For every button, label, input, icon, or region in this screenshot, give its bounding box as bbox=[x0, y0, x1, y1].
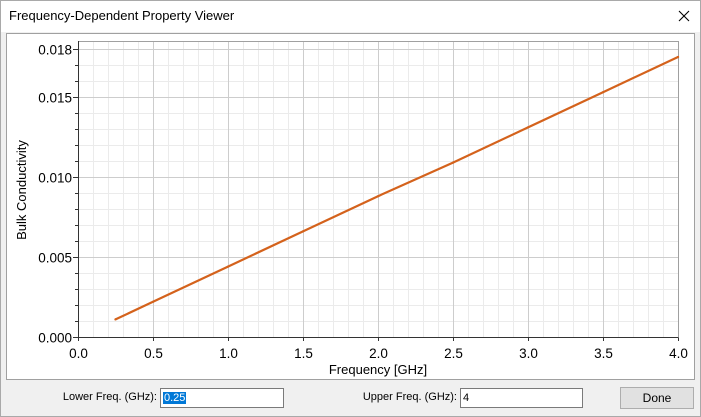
grid bbox=[78, 41, 679, 338]
x-tick-label: 1.0 bbox=[219, 346, 238, 361]
y-tick-label: 0.000 bbox=[38, 331, 72, 346]
axes bbox=[73, 41, 679, 341]
y-tick-label: 0.015 bbox=[38, 91, 72, 106]
x-tick-label: 3.5 bbox=[594, 346, 613, 361]
x-tick-label: 3.0 bbox=[519, 346, 538, 361]
y-tick-label: 0.010 bbox=[38, 171, 72, 186]
upper-freq-value: 4 bbox=[463, 392, 470, 404]
y-tick-label: 0.005 bbox=[38, 251, 72, 266]
data-point bbox=[151, 300, 155, 303]
x-tick-label: 2.0 bbox=[369, 346, 388, 361]
upper-freq-label: Upper Freq. (GHz): bbox=[362, 391, 457, 403]
x-tick-label: 1.5 bbox=[294, 346, 313, 361]
data-point bbox=[676, 55, 680, 59]
title-bar: Frequency-Dependent Property Viewer bbox=[0, 0, 701, 32]
series-layer bbox=[114, 55, 680, 321]
lower-freq-input[interactable]: 0.25 bbox=[160, 388, 284, 408]
y-axis-label: Bulk Conductivity bbox=[14, 140, 29, 240]
data-point bbox=[301, 230, 305, 233]
x-tick-label: 4.0 bbox=[669, 346, 688, 361]
conductivity-plot: 0.0 0.5 1.0 1.5 2.0 2.5 3.0 3.5 4.0 0.000 0.005 0.0… bbox=[14, 41, 688, 377]
tick-labels: 0.0 0.5 1.0 1.5 2.0 2.5 3.0 3.5 4.0 0.000 0.005 0.0… bbox=[38, 43, 688, 362]
upper-freq-input[interactable]: 4 bbox=[460, 388, 583, 408]
x-axis-label: Frequency [GHz] bbox=[329, 362, 427, 377]
close-button[interactable] bbox=[668, 0, 700, 31]
x-tick-label: 2.5 bbox=[444, 346, 463, 361]
y-tick-label: 0.018 bbox=[38, 43, 72, 58]
x-tick-label: 0.0 bbox=[69, 346, 88, 361]
data-point bbox=[451, 161, 455, 164]
close-icon bbox=[678, 10, 690, 21]
x-tick-label: 0.5 bbox=[144, 346, 163, 361]
lower-freq-label: Lower Freq. (GHz): bbox=[62, 391, 157, 403]
data-point bbox=[226, 265, 230, 268]
window-title: Frequency-Dependent Property Viewer bbox=[9, 8, 235, 23]
data-point bbox=[601, 91, 605, 94]
done-button[interactable]: Done bbox=[620, 387, 694, 409]
data-point bbox=[376, 195, 380, 198]
data-point bbox=[526, 126, 530, 129]
lower-freq-value: 0.25 bbox=[163, 392, 187, 404]
data-point bbox=[114, 318, 117, 321]
series-line bbox=[114, 55, 680, 321]
chart-panel bbox=[6, 33, 695, 380]
